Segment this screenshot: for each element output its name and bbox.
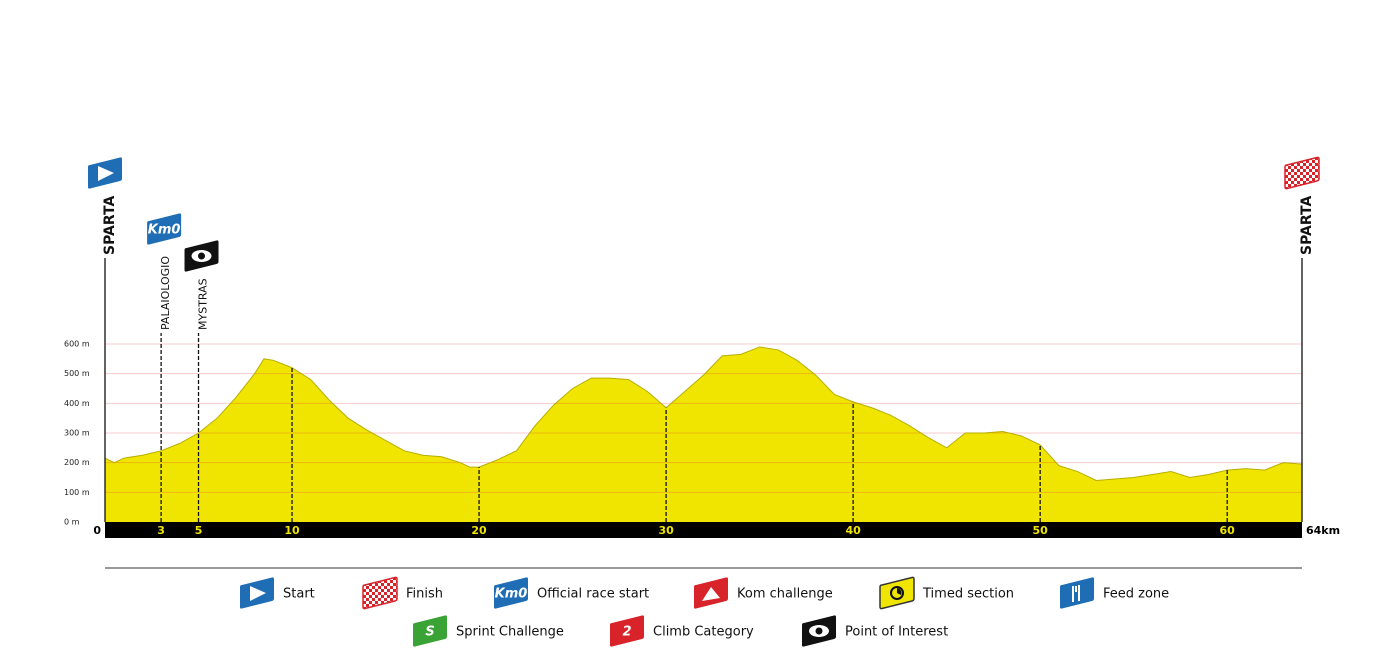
icon-shape	[494, 577, 528, 609]
x-tick-label: 20	[471, 524, 487, 537]
y-tick-label: 500 m	[64, 369, 90, 378]
y-tick-label: 300 m	[64, 429, 90, 438]
icon-text: 2	[622, 625, 631, 640]
x-tick-label: 0	[93, 524, 101, 537]
legend-label: Finish	[406, 587, 443, 602]
place-name: PALAIOLOGIO	[159, 256, 172, 330]
legend-label: Kom challenge	[737, 587, 833, 602]
icon-shape	[362, 576, 398, 610]
y-tick-label: 600 m	[64, 340, 90, 349]
y-tick-label: 100 m	[64, 488, 90, 497]
place-name: MYSTRAS	[197, 278, 210, 330]
place-name: SPARTA	[102, 195, 118, 255]
icon-finish	[1284, 156, 1320, 190]
icon-km0: Km0	[494, 577, 528, 609]
icon-start	[240, 577, 274, 609]
legend-label: Timed section	[922, 587, 1014, 602]
x-tick-label: 3	[157, 524, 165, 537]
x-tick-label: 40	[845, 524, 861, 537]
icon-glyph	[897, 588, 902, 595]
x-axis-band	[105, 522, 1302, 538]
icon-feed	[1060, 577, 1094, 609]
icon-glyph	[815, 627, 823, 635]
profile-line	[104, 346, 1303, 481]
icon-glyph	[250, 586, 266, 601]
icon-glyph	[1072, 585, 1080, 602]
icon-poi	[802, 615, 836, 647]
y-tick-label: 200 m	[64, 458, 90, 467]
x-tick-label: 50	[1033, 524, 1049, 537]
icon-glyph	[890, 586, 904, 600]
icon-glyph	[702, 587, 720, 601]
icon-sprint: S	[413, 615, 447, 647]
icon-start	[88, 157, 122, 189]
legend-label: Climb Category	[653, 625, 754, 640]
icon-finish	[362, 576, 398, 610]
x-tick-label: 64km	[1306, 524, 1340, 537]
legend-label: Feed zone	[1103, 587, 1169, 602]
icon-glyph	[98, 166, 114, 181]
icon-shape	[147, 213, 182, 245]
icon-text: Km0	[148, 223, 181, 238]
icon-shape	[1060, 577, 1094, 609]
profile-fill	[105, 346, 1302, 522]
icon-shape	[1284, 156, 1320, 190]
icon-km0: Km0	[147, 213, 182, 245]
icon-timed	[879, 576, 915, 610]
icon-glyph	[198, 252, 206, 260]
icon-poi	[184, 240, 219, 272]
x-tick-label: 10	[284, 524, 300, 537]
legend-label: Sprint Challenge	[456, 625, 564, 640]
icon-kom	[694, 577, 728, 609]
place-name: SPARTA	[1299, 195, 1315, 255]
y-tick-label: 400 m	[64, 399, 90, 408]
legend-label: Official race start	[537, 587, 649, 602]
x-tick-label: 30	[658, 524, 674, 537]
icon-shape	[413, 615, 447, 647]
icon-climb: 2	[610, 615, 644, 647]
legend-label: Point of Interest	[845, 625, 948, 640]
icon-text: Km0	[495, 587, 528, 602]
legend-label: Start	[283, 587, 315, 602]
x-tick-label: 60	[1220, 524, 1236, 537]
x-tick-label: 5	[195, 524, 203, 537]
y-tick-label: 0 m	[64, 518, 80, 527]
icon-text: S	[425, 625, 434, 640]
icon-shape	[610, 615, 644, 647]
